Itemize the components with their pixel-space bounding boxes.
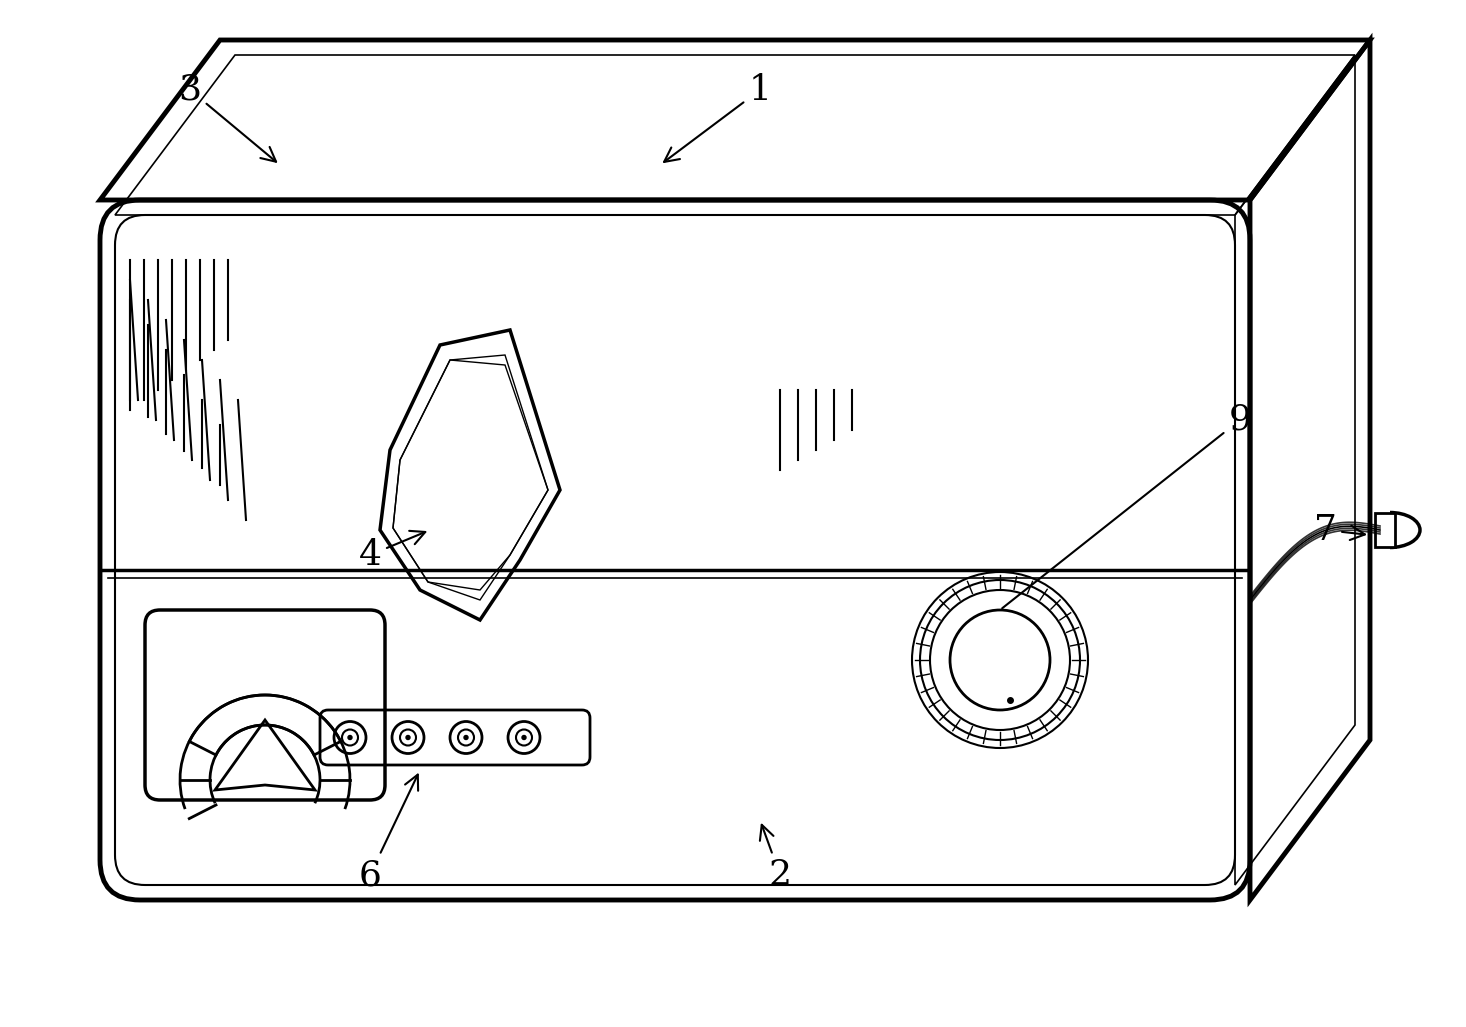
Circle shape: [522, 735, 526, 739]
PathPatch shape: [380, 330, 560, 620]
Text: 9: 9: [1003, 403, 1252, 608]
Circle shape: [347, 735, 352, 739]
Text: 7: 7: [1314, 514, 1365, 547]
Text: 4: 4: [359, 531, 425, 572]
Circle shape: [465, 735, 468, 739]
Text: 1: 1: [664, 73, 771, 162]
Text: 6: 6: [359, 774, 418, 892]
Circle shape: [406, 735, 410, 739]
Circle shape: [950, 610, 1050, 710]
Text: 2: 2: [759, 825, 792, 892]
Text: 3: 3: [179, 73, 276, 161]
Bar: [1375, 514, 1396, 547]
